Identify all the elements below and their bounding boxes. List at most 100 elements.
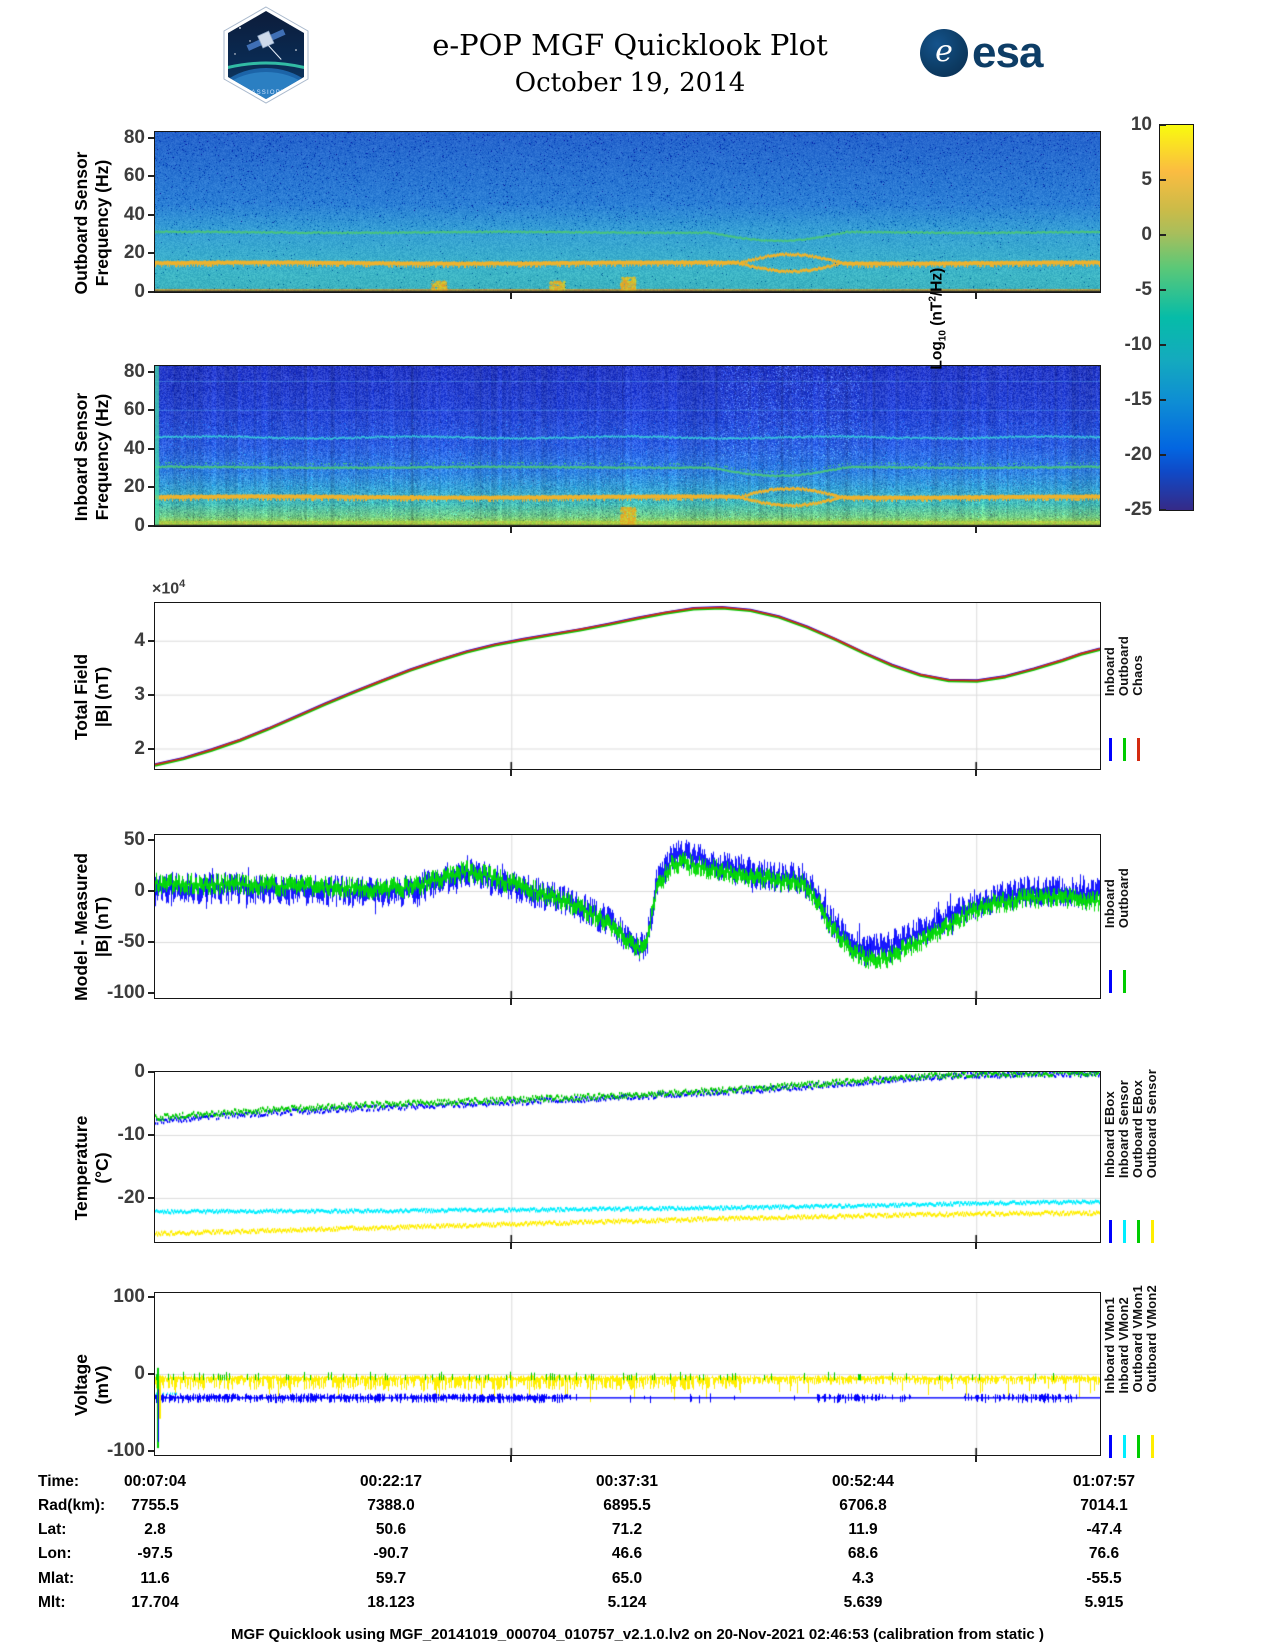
legend-swatch <box>1122 1220 1126 1243</box>
legend-swatch <box>1108 1220 1112 1243</box>
legend-swatches <box>1103 970 1131 993</box>
esa-globe-letter: e <box>935 33 953 69</box>
ytick-label-panel1: 0 <box>134 515 145 536</box>
ephemeris-value: 11.6 <box>140 1570 170 1587</box>
legend-panel2: Inboard Outboard Chaos <box>1102 591 1145 761</box>
ephemeris-value: 5.915 <box>1084 1594 1124 1611</box>
xtick-mark-panel2 <box>975 770 978 776</box>
ephemeris-value: 68.6 <box>847 1545 879 1562</box>
ytick-label-panel1: 20 <box>123 476 145 498</box>
legend-labels: Inboard Outboard <box>1102 823 1131 928</box>
xtick-mark-panel5 <box>975 1456 978 1462</box>
xtick-mark-panel0 <box>510 293 513 299</box>
ytick-label-panel1: 80 <box>123 360 145 382</box>
ytick-label-panel3: -100 <box>106 981 145 1003</box>
cassiope-patch-art: CASSIOPE <box>223 6 309 104</box>
colorbar-tick-mark <box>1160 234 1166 236</box>
colorbar-tick-mark <box>1160 399 1166 401</box>
ytick-label-panel3: -50 <box>117 930 145 952</box>
legend-label: Outboard VMon2 <box>1144 1285 1159 1393</box>
ephemeris-value: 6895.5 <box>603 1497 651 1514</box>
ytick-label-panel2: 2 <box>134 737 145 759</box>
ytick-mark-panel4 <box>148 1133 154 1136</box>
model-measured-plot-canvas <box>154 834 1101 999</box>
legend-swatch <box>1122 738 1126 761</box>
xtick-mark-panel4 <box>975 1243 978 1249</box>
ytick-mark-panel4 <box>148 1196 154 1199</box>
legend-label: Inboard <box>1102 878 1117 928</box>
ytick-label-panel4: -20 <box>117 1186 145 1208</box>
colorbar-tick-mark <box>1160 454 1166 456</box>
ephemeris-value: 46.6 <box>611 1545 643 1562</box>
colorbar-tick-mark <box>1160 289 1166 291</box>
ytick-mark-panel3 <box>148 839 154 842</box>
legend-swatch <box>1136 738 1140 761</box>
legend-label: Inboard Sensor <box>1116 1079 1131 1178</box>
ephemeris-value: 17.704 <box>131 1594 179 1611</box>
ytick-mark-panel0 <box>148 291 154 293</box>
ytick-label-panel0: 0 <box>134 281 145 302</box>
ytick-label-panel3: 0 <box>134 880 145 902</box>
ephemeris-value: 7014.1 <box>1080 1497 1128 1514</box>
ephemeris-row-label: Mlt: <box>38 1594 66 1611</box>
xtick-mark-panel3 <box>510 999 513 1005</box>
legend-swatch <box>1136 1435 1140 1458</box>
ephemeris-value: 00:37:31 <box>595 1473 659 1490</box>
ytick-label-panel0: 80 <box>123 126 145 148</box>
colorbar-tick-label: -10 <box>1124 334 1152 355</box>
colorbar-tick-mark <box>1160 509 1166 511</box>
ytick-mark-panel1 <box>148 409 154 412</box>
ytick-label-panel2: 4 <box>134 629 145 651</box>
ytick-label-panel5: -100 <box>106 1440 145 1462</box>
ytick-mark-panel3 <box>148 991 154 994</box>
ephemeris-value: -47.4 <box>1086 1521 1122 1538</box>
ytick-mark-panel1 <box>148 447 154 450</box>
legend-labels: Inboard Outboard Chaos <box>1102 591 1145 696</box>
colorbar-tick-mark <box>1160 179 1166 181</box>
ephemeris-value: 7388.0 <box>367 1497 415 1514</box>
temperature-plot-canvas <box>154 1071 1101 1243</box>
xtick-mark-panel4 <box>510 1243 513 1249</box>
legend-swatch <box>1108 1435 1112 1458</box>
legend-swatch <box>1108 738 1112 761</box>
ytick-mark-panel2 <box>148 639 154 642</box>
ephemeris-row-label: Lon: <box>38 1545 72 1562</box>
total-field-exponent-label: ×104 <box>152 578 186 598</box>
title-block: e-POP MGF Quicklook Plot October 19, 201… <box>100 28 1160 98</box>
xtick-mark-panel2 <box>510 770 513 776</box>
ytick-label-panel3: 50 <box>123 829 145 851</box>
ephemeris-value: 7755.5 <box>131 1497 179 1514</box>
ephemeris-row-label: Rad(km): <box>38 1497 106 1514</box>
legend-label: Inboard <box>1102 646 1117 696</box>
ephemeris-value: -55.5 <box>1086 1570 1122 1587</box>
legend-swatches <box>1103 738 1145 761</box>
ephemeris-value: 59.7 <box>375 1570 407 1587</box>
ephemeris-value: 5.124 <box>607 1594 647 1611</box>
ephemeris-value: 4.3 <box>852 1570 874 1587</box>
outboard-spectrogram-canvas <box>154 131 1101 293</box>
ytick-label-panel5: 0 <box>134 1363 145 1384</box>
legend-labels: Inboard EBox Inboard Sensor Outboard EBox O… <box>1102 1060 1159 1178</box>
ephemeris-value: 2.8 <box>144 1521 166 1538</box>
page-title: e-POP MGF Quicklook Plot <box>432 28 828 62</box>
legend-label: Inboard EBox <box>1102 1091 1117 1178</box>
legend-swatch <box>1108 970 1112 993</box>
ytick-label-panel1: 60 <box>123 399 145 421</box>
ytick-mark-panel2 <box>148 693 154 696</box>
xtick-mark-panel1 <box>510 527 513 533</box>
ytick-label-panel0: 20 <box>123 242 145 264</box>
ephemeris-value: 71.2 <box>611 1521 643 1538</box>
ephemeris-value: 00:07:04 <box>123 1473 187 1490</box>
ephemeris-value: 18.123 <box>367 1594 415 1611</box>
ytick-mark-panel5 <box>148 1450 154 1453</box>
cassiope-patch-label: CASSIOPE <box>246 90 286 96</box>
legend-swatch <box>1150 1435 1154 1458</box>
xtick-mark-panel5 <box>510 1456 513 1462</box>
ephemeris-value: 00:52:44 <box>831 1473 895 1490</box>
xtick-mark-panel3 <box>975 999 978 1005</box>
legend-label: Outboard <box>1116 867 1131 928</box>
ephemeris-value: 6706.8 <box>839 1497 887 1514</box>
ephemeris-value: 11.9 <box>848 1521 878 1538</box>
colorbar-label: Log10 (nT2/Hz) <box>927 267 949 370</box>
colorbar-tick-mark <box>1160 124 1166 126</box>
